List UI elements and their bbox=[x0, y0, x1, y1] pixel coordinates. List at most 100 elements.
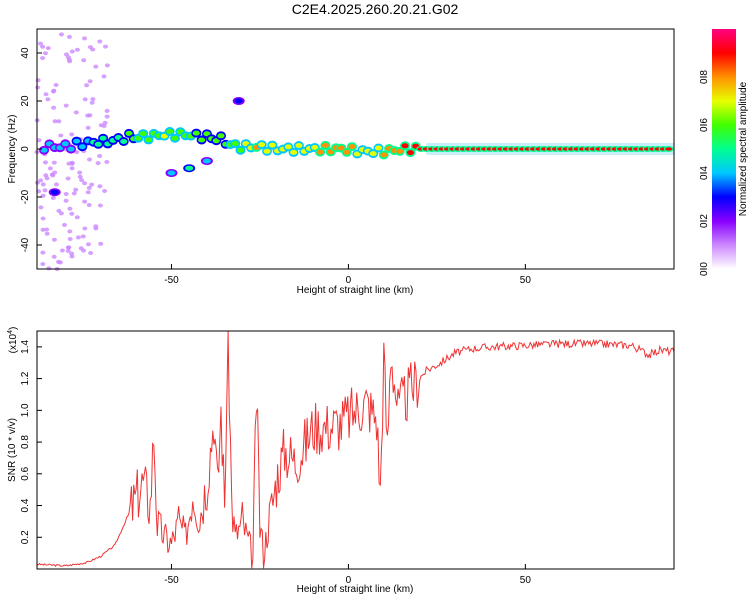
spectrogram-noise-speck bbox=[43, 92, 49, 97]
spectrogram-noise-speck bbox=[74, 47, 80, 52]
spectrogram-noise-speck bbox=[65, 248, 71, 253]
spectrogram-ridge-core bbox=[166, 129, 174, 134]
snr-y-multiplier: (x104) bbox=[7, 327, 19, 354]
spectrogram-branch-core bbox=[202, 158, 211, 164]
spectrogram-noise-speck bbox=[44, 227, 50, 232]
spectrogram-ridge-core bbox=[396, 148, 404, 154]
spectrogram-noise-speck bbox=[65, 245, 71, 250]
snr-ylabel: SNR (10 * v/v) bbox=[7, 418, 18, 482]
spectrogram-noise-speck bbox=[104, 108, 110, 113]
snr-ticks: -50 0 50 0.2 0.4 0.6 0.8 1.0 1.2 1.4 bbox=[20, 339, 531, 586]
spectrogram-noise-speck bbox=[78, 246, 84, 251]
spectrogram-noise-speck bbox=[101, 124, 107, 128]
spectrogram-noise-speck bbox=[75, 235, 81, 240]
spectrogram-noise-speck bbox=[79, 178, 85, 183]
spectrogram-ridge-core bbox=[231, 141, 239, 147]
spectrogram-noise-speck bbox=[69, 160, 75, 165]
spectrogram-xlabel: Height of straight line (km) bbox=[297, 285, 414, 296]
spectrogram-noise-speck bbox=[81, 58, 87, 63]
spectrogram-ridge-core bbox=[268, 142, 276, 148]
spectrogram-noise-speck bbox=[89, 182, 95, 187]
colorbar-tick-label: 0.0 bbox=[699, 262, 710, 276]
spectrogram-noise-speck bbox=[89, 100, 95, 105]
spectrogram-noise-speck bbox=[38, 178, 44, 183]
spectrogram-noise-speck bbox=[64, 52, 69, 57]
spectrogram-noise-speck bbox=[35, 78, 41, 83]
snr-y-multiplier-base: (x10 bbox=[8, 333, 19, 353]
colorbar-tick-label: 0.2 bbox=[699, 214, 710, 228]
spectrogram-noise-speck bbox=[86, 203, 92, 207]
spectrogram-ridge-core bbox=[380, 152, 388, 158]
spectrogram-noise-speck bbox=[101, 74, 107, 79]
snr-ytick-label: 1.0 bbox=[20, 403, 31, 417]
spectrogram-ridge-core bbox=[375, 145, 382, 151]
spectrogram-noise-speck bbox=[50, 195, 56, 200]
spectrogram-noise-speck bbox=[82, 181, 88, 186]
spectrogram-noise-speck bbox=[85, 113, 91, 118]
spectrogram-noise-speck bbox=[69, 211, 75, 216]
spectrogram-xtick-label: -50 bbox=[164, 275, 179, 286]
spectrogram-ridge-core bbox=[665, 147, 673, 151]
spectrogram-ridge-core bbox=[343, 149, 351, 155]
spectrogram-noise-speck bbox=[69, 166, 75, 171]
spectrogram-noise-speck bbox=[50, 173, 56, 178]
spectrogram-noise-speck bbox=[82, 36, 87, 41]
spectrogram-noise-speck bbox=[98, 241, 104, 246]
spectrogram-noise-speck bbox=[40, 44, 46, 49]
spectrogram-ridge-core bbox=[321, 142, 329, 148]
spectrogram-noise-speck bbox=[63, 198, 69, 203]
spectrogram-noise-speck bbox=[87, 157, 92, 162]
spectrogram-ridge-core bbox=[61, 141, 69, 147]
spectrogram-noise-speck bbox=[63, 103, 69, 108]
spectrogram-noise-speck bbox=[93, 64, 99, 69]
colorbar-label: Normalized spectral amplitude bbox=[738, 81, 749, 216]
spectrogram-ridge-core bbox=[406, 150, 414, 156]
spectrogram-panel: -50 0 50 -40 -20 0 20 40 Height of straight lin… bbox=[7, 28, 675, 296]
spectrogram-noise-speck bbox=[56, 208, 62, 213]
snr-panel: -50 0 50 0.2 0.4 0.6 0.8 1.0 1.2 1.4 Height of st… bbox=[7, 327, 675, 595]
snr-y-multiplier-close: ) bbox=[8, 327, 19, 330]
spectrogram-noise-speck bbox=[40, 250, 46, 255]
spectrogram-ridge-core bbox=[139, 131, 147, 137]
spectrogram-frame bbox=[36, 28, 675, 270]
spectrogram-ridge-core bbox=[67, 146, 75, 152]
colorbar: 0.0 0.2 0.4 0.6 0.8 Normalized spectral ampl… bbox=[699, 29, 749, 276]
spectrogram-noise-speck bbox=[43, 51, 48, 56]
spectrogram-noise-speck bbox=[82, 226, 88, 231]
spectrogram-branch-core bbox=[234, 98, 243, 104]
spectrogram-noise-speck bbox=[104, 160, 110, 164]
colorbar-gradient bbox=[712, 29, 736, 269]
spectrogram-noise-speck bbox=[47, 166, 53, 171]
spectrogram-ridge-core bbox=[401, 143, 409, 149]
spectrogram-noise-speck bbox=[66, 34, 72, 39]
snr-xtick-label: -50 bbox=[164, 575, 179, 586]
spectrogram-noise-speck bbox=[43, 160, 48, 165]
spectrogram-noise-speck bbox=[51, 254, 57, 259]
spectrogram-ridge-core bbox=[198, 137, 206, 143]
spectrogram-ridge-core bbox=[73, 138, 81, 144]
spectrogram-noise-speck bbox=[62, 222, 67, 227]
spectrogram-noise-speck bbox=[46, 266, 52, 271]
colorbar-tick-label: 0.6 bbox=[699, 118, 710, 132]
snr-frame bbox=[36, 330, 675, 570]
spectrogram-noise-speck bbox=[56, 119, 62, 124]
spectrogram-marks bbox=[34, 32, 674, 271]
spectrogram-noise-speck bbox=[93, 224, 99, 229]
spectrogram-noise-speck bbox=[69, 49, 75, 54]
spectrogram-noise-speck bbox=[97, 203, 103, 208]
spectrogram-noise-speck bbox=[51, 105, 57, 110]
snr-xtick-label: 50 bbox=[520, 575, 532, 586]
spectrogram-ytick-label: 20 bbox=[20, 95, 31, 107]
spectrogram-ytick-label: -40 bbox=[20, 237, 31, 252]
spectrogram-noise-speck bbox=[86, 242, 91, 247]
spectrogram-ridge-core bbox=[40, 147, 48, 153]
spectrogram-branch-core bbox=[185, 165, 194, 171]
snr-ytick-label: 0.6 bbox=[20, 466, 31, 480]
spectrogram-ridge-core bbox=[192, 130, 200, 136]
spectrogram-noise-speck bbox=[86, 185, 92, 190]
spectrogram-ridge-core bbox=[290, 149, 298, 155]
spectrogram-ylabel: Frequency (Hz) bbox=[7, 115, 18, 184]
spectrogram-noise-speck bbox=[43, 173, 49, 178]
spectrogram-noise-speck bbox=[38, 205, 44, 210]
